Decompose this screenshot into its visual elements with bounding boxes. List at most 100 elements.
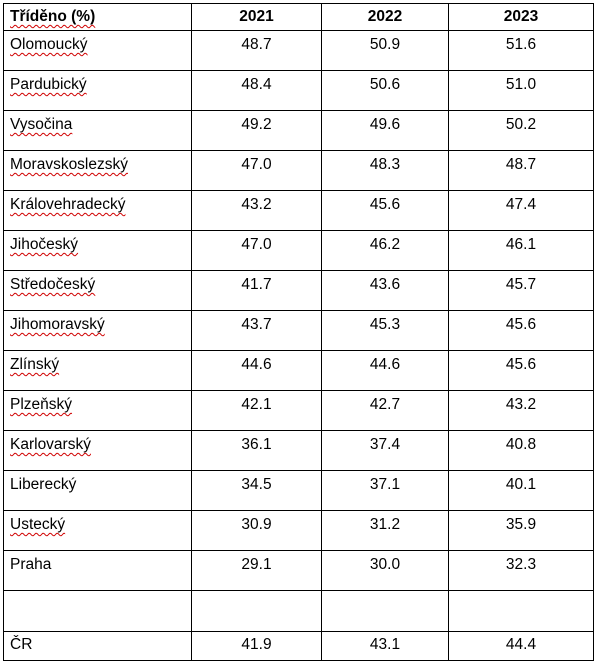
- value-cell-2023[interactable]: 46.1: [448, 230, 594, 271]
- region-name: Ustecký: [10, 516, 66, 533]
- value-cell-2021[interactable]: 49.2: [191, 110, 322, 151]
- table-row: Ustecký 30.9 31.2 35.9: [3, 510, 594, 551]
- value-cell-2023[interactable]: 40.1: [448, 470, 594, 511]
- value-cell-2023[interactable]: 43.2: [448, 390, 594, 431]
- value-cell-2021[interactable]: 44.6: [191, 350, 322, 391]
- value-cell-2023[interactable]: 35.9: [448, 510, 594, 551]
- region-cell[interactable]: Plzeňský: [3, 390, 192, 431]
- empty-cell[interactable]: [321, 590, 449, 632]
- data-table: Tříděno (%) 2021 2022 2023 Olomoucký 48.7…: [3, 3, 594, 661]
- value-cell-2022[interactable]: 50.9: [321, 30, 449, 71]
- value-cell-2021[interactable]: 34.5: [191, 470, 322, 511]
- empty-cell[interactable]: [191, 590, 322, 632]
- table-row: Praha 29.1 30.0 32.3: [3, 550, 594, 591]
- region-cell[interactable]: Vysočina: [3, 110, 192, 151]
- value-cell-2022[interactable]: 44.6: [321, 350, 449, 391]
- region-name: Vysočina: [10, 116, 73, 133]
- total-value-2021[interactable]: 41.9: [191, 631, 322, 661]
- region-cell[interactable]: Pardubický: [3, 70, 192, 111]
- region-cell[interactable]: Středočeský: [3, 270, 192, 311]
- table-row: Liberecký 34.5 37.1 40.1: [3, 470, 594, 511]
- value-cell-2023[interactable]: 50.2: [448, 110, 594, 151]
- empty-cell[interactable]: [448, 590, 594, 632]
- value-cell-2022[interactable]: 50.6: [321, 70, 449, 111]
- region-cell[interactable]: Praha: [3, 550, 192, 591]
- header-row: Tříděno (%) 2021 2022 2023: [3, 3, 594, 31]
- value-cell-2023[interactable]: 32.3: [448, 550, 594, 591]
- value-cell-2023[interactable]: 51.0: [448, 70, 594, 111]
- region-cell[interactable]: Liberecký: [3, 470, 192, 511]
- value-cell-2023[interactable]: 45.6: [448, 310, 594, 351]
- table-row: Olomoucký 48.7 50.9 51.6: [3, 30, 594, 71]
- value-cell-2022[interactable]: 46.2: [321, 230, 449, 271]
- value-cell-2021[interactable]: 48.7: [191, 30, 322, 71]
- region-name: Liberecký: [10, 476, 77, 493]
- region-name: Moravskoslezský: [10, 156, 128, 173]
- value-cell-2022[interactable]: 43.6: [321, 270, 449, 311]
- table-row: Jihočeský 47.0 46.2 46.1: [3, 230, 594, 271]
- value-cell-2021[interactable]: 47.0: [191, 230, 322, 271]
- value-cell-2022[interactable]: 42.7: [321, 390, 449, 431]
- total-value-2023[interactable]: 44.4: [448, 631, 594, 661]
- region-cell[interactable]: Olomoucký: [3, 30, 192, 71]
- region-name: Jihomoravský: [10, 316, 105, 333]
- region-cell[interactable]: Ustecký: [3, 510, 192, 551]
- region-cell[interactable]: Jihomoravský: [3, 310, 192, 351]
- value-cell-2022[interactable]: 37.4: [321, 430, 449, 471]
- value-cell-2022[interactable]: 45.6: [321, 190, 449, 231]
- region-cell[interactable]: Jihočeský: [3, 230, 192, 271]
- value-cell-2021[interactable]: 30.9: [191, 510, 322, 551]
- region-name: Zlínský: [10, 356, 60, 373]
- region-cell[interactable]: Zlínský: [3, 350, 192, 391]
- header-year-2022[interactable]: 2022: [321, 3, 449, 31]
- value-cell-2021[interactable]: 48.4: [191, 70, 322, 111]
- value-cell-2022[interactable]: 37.1: [321, 470, 449, 511]
- value-cell-2022[interactable]: 31.2: [321, 510, 449, 551]
- region-name: Karlovarský: [10, 436, 91, 453]
- region-name: Středočeský: [10, 276, 96, 293]
- value-cell-2023[interactable]: 45.7: [448, 270, 594, 311]
- value-cell-2021[interactable]: 43.7: [191, 310, 322, 351]
- value-cell-2023[interactable]: 45.6: [448, 350, 594, 391]
- value-cell-2021[interactable]: 42.1: [191, 390, 322, 431]
- header-year-2023[interactable]: 2023: [448, 3, 594, 31]
- table-row: Plzeňský 42.1 42.7 43.2: [3, 390, 594, 431]
- table-row: Královehradecký 43.2 45.6 47.4: [3, 190, 594, 231]
- region-name: Jihočeský: [10, 236, 79, 253]
- header-category-label: Tříděno (%): [10, 8, 96, 25]
- value-cell-2022[interactable]: 30.0: [321, 550, 449, 591]
- value-cell-2023[interactable]: 48.7: [448, 150, 594, 191]
- region-name: Královehradecký: [10, 196, 126, 213]
- header-year-2021[interactable]: 2021: [191, 3, 322, 31]
- region-name: Plzeňský: [10, 396, 73, 413]
- value-cell-2022[interactable]: 45.3: [321, 310, 449, 351]
- region-cell[interactable]: Královehradecký: [3, 190, 192, 231]
- value-cell-2021[interactable]: 29.1: [191, 550, 322, 591]
- value-cell-2023[interactable]: 47.4: [448, 190, 594, 231]
- region-name: Praha: [10, 556, 52, 573]
- value-cell-2021[interactable]: 36.1: [191, 430, 322, 471]
- value-cell-2021[interactable]: 47.0: [191, 150, 322, 191]
- region-cell[interactable]: Moravskoslezský: [3, 150, 192, 191]
- value-cell-2022[interactable]: 48.3: [321, 150, 449, 191]
- empty-cell[interactable]: [3, 590, 192, 632]
- value-cell-2023[interactable]: 51.6: [448, 30, 594, 71]
- table-row: Vysočina 49.2 49.6 50.2: [3, 110, 594, 151]
- region-name: Olomoucký: [10, 36, 88, 53]
- value-cell-2022[interactable]: 49.6: [321, 110, 449, 151]
- value-cell-2021[interactable]: 43.2: [191, 190, 322, 231]
- table-row: Zlínský 44.6 44.6 45.6: [3, 350, 594, 391]
- total-row: ČR 41.9 43.1 44.4: [3, 631, 594, 661]
- empty-row: [3, 590, 594, 632]
- region-name: Pardubický: [10, 76, 87, 93]
- region-cell[interactable]: Karlovarský: [3, 430, 192, 471]
- header-category[interactable]: Tříděno (%): [3, 3, 192, 31]
- value-cell-2021[interactable]: 41.7: [191, 270, 322, 311]
- table-row: Středočeský 41.7 43.6 45.7: [3, 270, 594, 311]
- table-row: Pardubický 48.4 50.6 51.0: [3, 70, 594, 111]
- table-row: Moravskoslezský 47.0 48.3 48.7: [3, 150, 594, 191]
- table-row: Karlovarský 36.1 37.4 40.8: [3, 430, 594, 471]
- total-value-2022[interactable]: 43.1: [321, 631, 449, 661]
- total-label[interactable]: ČR: [3, 631, 192, 661]
- value-cell-2023[interactable]: 40.8: [448, 430, 594, 471]
